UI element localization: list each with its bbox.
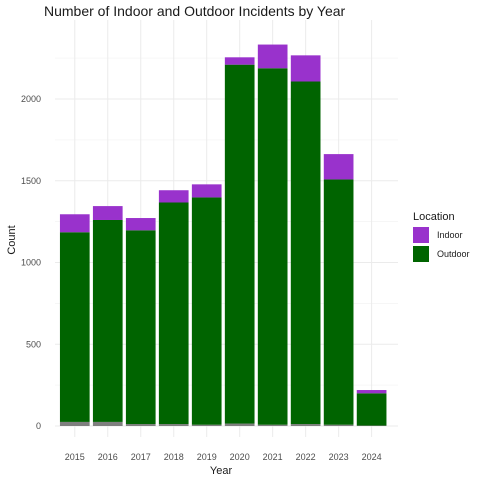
- y-tick-label: 2000: [21, 94, 41, 104]
- x-tick-label: 2019: [197, 452, 217, 462]
- legend-label-indoor: Indoor: [437, 230, 463, 240]
- bar-indoor-2022: [290, 55, 321, 82]
- bar-unlabeled-2019: [191, 424, 222, 426]
- x-tick-label: 2020: [230, 452, 250, 462]
- bar-indoor-2021: [257, 44, 288, 69]
- bar-indoor-2017: [125, 218, 156, 231]
- x-tick-label: 2022: [296, 452, 316, 462]
- bar-indoor-2019: [191, 184, 222, 198]
- legend-swatch-outdoor: [413, 246, 429, 262]
- y-tick-label: 0: [36, 421, 41, 431]
- bar-outdoor-2024: [356, 393, 387, 426]
- bar-unlabeled-2017: [125, 424, 156, 426]
- bar-outdoor-2015: [59, 232, 90, 422]
- x-axis-title: Year: [210, 465, 233, 477]
- bar-indoor-2018: [158, 190, 189, 203]
- bar-unlabeled-2018: [158, 424, 189, 426]
- bar-indoor-2020: [224, 57, 255, 65]
- x-tick-label: 2021: [263, 452, 283, 462]
- x-tick-labels: 2015 2016 2017 2018 2019 2020 2021 2022 2023 2024: [65, 452, 382, 462]
- bars: [59, 44, 387, 426]
- legend: Location Indoor Outdoor: [413, 211, 470, 262]
- bar-outdoor-2018: [158, 202, 189, 425]
- bar-unlabeled-2020: [224, 423, 255, 426]
- legend-label-outdoor: Outdoor: [437, 249, 470, 259]
- bar-outdoor-2023: [323, 179, 354, 425]
- bar-unlabeled-2022: [290, 424, 321, 426]
- bar-indoor-2016: [92, 206, 123, 220]
- bar-unlabeled-2015: [59, 421, 90, 426]
- x-tick-label: 2015: [65, 452, 85, 462]
- y-tick-label: 1500: [21, 176, 41, 186]
- bar-indoor-2023: [323, 154, 354, 180]
- bar-unlabeled-2016: [92, 421, 123, 426]
- bar-outdoor-2022: [290, 81, 321, 425]
- chart-title: Number of Indoor and Outdoor Incidents b…: [44, 3, 346, 19]
- legend-swatch-indoor: [413, 227, 429, 243]
- x-tick-label: 2018: [164, 452, 184, 462]
- bar-outdoor-2021: [257, 68, 288, 425]
- bar-unlabeled-2023: [323, 424, 354, 426]
- y-tick-label: 500: [26, 339, 41, 349]
- x-tick-label: 2017: [131, 452, 151, 462]
- bar-indoor-2015: [59, 214, 90, 233]
- x-tick-label: 2023: [329, 452, 349, 462]
- bar-outdoor-2020: [224, 64, 255, 424]
- y-axis-title: Count: [6, 225, 18, 254]
- bar-unlabeled-2021: [257, 424, 288, 426]
- bar-outdoor-2017: [125, 230, 156, 425]
- y-tick-label: 1000: [21, 258, 41, 268]
- x-tick-label: 2016: [98, 452, 118, 462]
- bar-outdoor-2019: [191, 197, 222, 425]
- legend-title: Location: [413, 211, 455, 223]
- bar-outdoor-2016: [92, 219, 123, 422]
- bar-indoor-2024: [356, 390, 387, 394]
- x-tick-label: 2024: [362, 452, 382, 462]
- y-tick-labels: 0 500 1000 1500 2000: [21, 94, 41, 431]
